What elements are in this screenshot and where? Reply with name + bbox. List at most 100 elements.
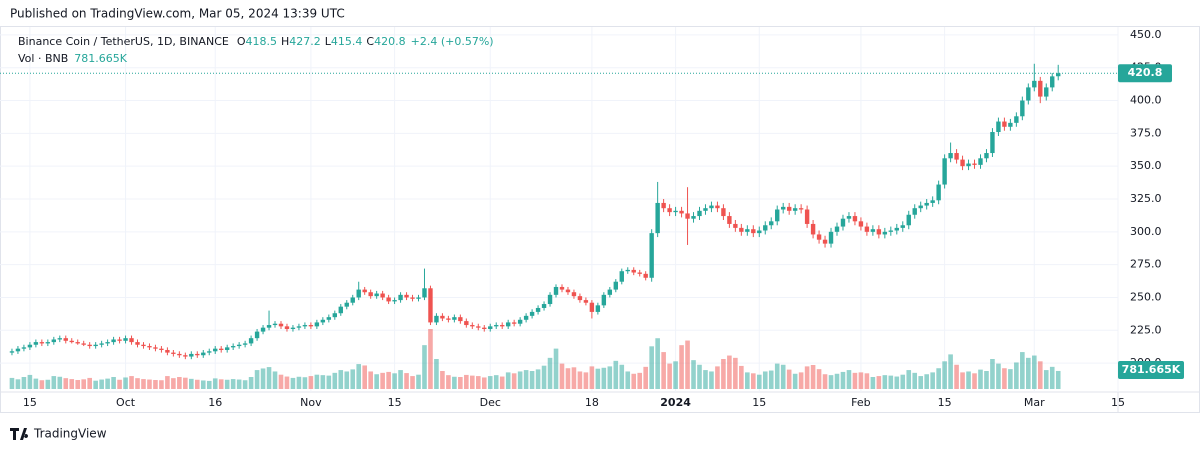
candle-body [1056,73,1061,77]
candle-body [1050,76,1055,88]
volume-bar [535,369,541,389]
volume-bar [230,379,236,389]
published-note: Published on TradingView.com, Mar 05, 20… [10,7,345,21]
volume-bar [75,380,81,389]
candle-body [840,218,846,227]
legend-value: 418.5 [246,35,278,48]
volume-bar [655,338,660,389]
candle-body [1038,80,1043,97]
volume-bar [338,370,344,389]
volume-bar [900,374,906,389]
y-tick-label: 400.0 [1130,94,1162,107]
volume-bar [302,377,308,389]
candle-body [380,293,385,298]
candle-body [278,323,284,327]
volume-bar [996,363,1001,389]
candle-body [410,297,415,299]
candle-body [260,327,266,332]
candle-body [135,342,140,345]
candle-body [117,339,122,341]
volume-bar [846,370,852,389]
candle-body [948,153,953,159]
volume-bar [159,380,164,389]
volume-bar [422,345,427,389]
volume-bar [547,357,553,389]
legend-line: Binance Coin / TetherUS, 1D, BINANCE O418… [18,35,494,48]
candle-body [9,351,15,353]
brand: TradingView [10,427,107,441]
last-price-box [1118,64,1172,83]
candle-body [691,216,696,219]
candle-body [966,163,971,167]
candle-body [398,294,403,301]
candle-body [183,355,188,357]
candle-body [105,342,110,344]
volume-bar [906,370,912,389]
candle-body [404,294,409,298]
candle-body [458,317,463,322]
volume-bar [733,357,738,389]
volume-bar [87,377,92,389]
candle-body [607,289,613,295]
candle-body [45,342,51,344]
candle-body [153,347,158,349]
legend-change: +2.4 (+0.57%) [411,35,494,48]
volume-bar [541,365,547,389]
candle-body [828,231,834,244]
volume-bar [27,374,33,389]
volume-bar [320,375,326,389]
candle-body [864,226,870,232]
volume-bar [661,352,666,389]
volume-bar [948,354,953,389]
volume-bar [523,370,529,389]
volume-bar [966,371,971,389]
volume-bar [33,378,39,389]
candle-body [996,121,1001,133]
volume-bar [99,379,104,389]
candle-body [302,325,308,327]
volume-bar [798,372,804,389]
volume-bar [332,372,338,389]
volume-bar [978,369,983,389]
candle-body [1026,87,1031,101]
volume-bar [816,369,822,389]
candle-body [476,326,481,328]
volume-bar [458,377,463,389]
candle-body [159,348,164,350]
volume-legend: Vol · BNB 781.665K [18,52,128,65]
last-price-label: 420.8 [1128,66,1163,79]
candle-body [314,322,320,327]
x-tick-label: Oct [116,396,136,409]
volume-bar [368,371,373,389]
candle-body [631,269,636,273]
candle-body [51,339,57,343]
volume-bar [762,371,768,389]
volume-bar [601,367,607,389]
candle-body [494,325,499,327]
candle-body [601,294,607,306]
volume-bar [147,379,152,389]
candle-body [224,347,230,350]
volume-bar [571,367,577,389]
volume-bar [960,372,965,389]
candle-body [129,338,134,343]
candle-body [195,353,200,356]
candle-body [177,353,182,356]
candle-body [870,229,876,232]
y-tick-label: 225.0 [1130,323,1162,336]
candle-body [918,205,923,209]
candle-body [571,292,577,297]
volume-bar [1049,366,1055,389]
candle-body [123,338,128,341]
volume-bar [189,378,194,389]
volume-bar [912,372,918,389]
candle-body [308,325,314,327]
candle-body [553,286,559,295]
volume-bar [9,377,15,389]
candle-body [482,327,487,329]
volume-bar [870,377,876,389]
volume-bar [756,374,762,389]
volume-bar [153,380,158,389]
x-tick-label: Dec [480,396,501,409]
candle-body [165,349,170,353]
